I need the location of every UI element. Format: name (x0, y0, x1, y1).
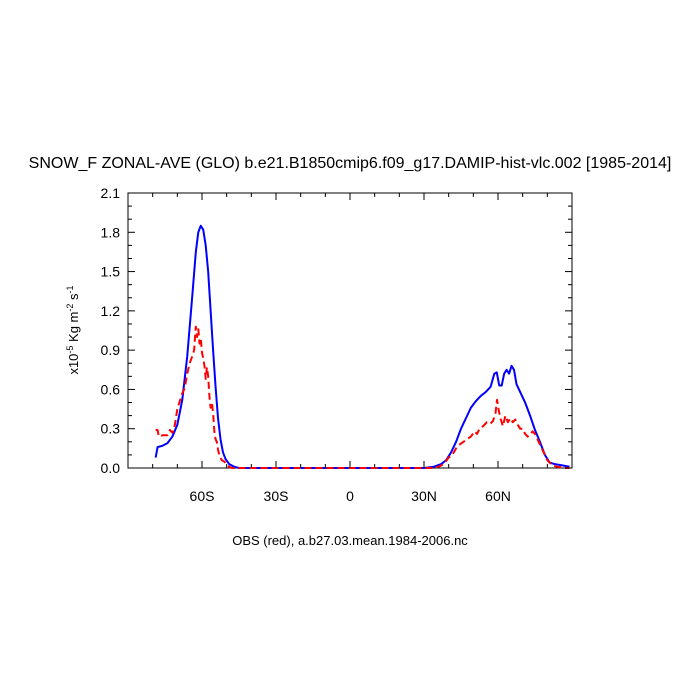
y-axis-label-exp1: -5 (65, 346, 75, 354)
x-tick-label: 60S (190, 488, 215, 504)
y-tick-label: 2.1 (101, 185, 121, 201)
y-tick-label: 1.8 (101, 224, 121, 240)
y-axis-label-units: Kg m (66, 312, 81, 346)
y-axis-label-exp3: -1 (65, 285, 75, 293)
x-tick-label: 60N (485, 488, 511, 504)
y-axis-label-units2: s (66, 293, 81, 304)
x-axis-label: OBS (red), a.b27.03.mean.1984-2006.nc (232, 533, 468, 548)
y-axis-label-prefix: x10 (66, 354, 81, 375)
y-tick-label: 0.3 (101, 421, 121, 437)
y-tick-label: 0.0 (101, 460, 121, 476)
x-tick-label: 30N (411, 488, 437, 504)
x-tick-label: 0 (346, 488, 354, 504)
series-layer (154, 224, 570, 469)
y-tick-label: 0.6 (101, 381, 121, 397)
series-line-1 (155, 325, 570, 469)
chart-title: SNOW_F ZONAL-AVE (GLO) b.e21.B1850cmip6.… (29, 155, 672, 172)
y-tick-label: 1.5 (101, 264, 121, 280)
x-tick-label: 30S (264, 488, 289, 504)
y-axis-label: x10-5 Kg m-2 s-1 (65, 285, 81, 374)
y-tick-label: 1.2 (101, 303, 121, 319)
ticks-layer: 0.0 0.3 0.6 0.9 1.2 1.5 1.8 2.1 60S 30S 0 30N 60N (101, 185, 572, 504)
y-tick-label: 0.9 (101, 342, 121, 358)
y-axis-label-exp2: -2 (65, 304, 75, 312)
series-line-0 (154, 224, 570, 469)
